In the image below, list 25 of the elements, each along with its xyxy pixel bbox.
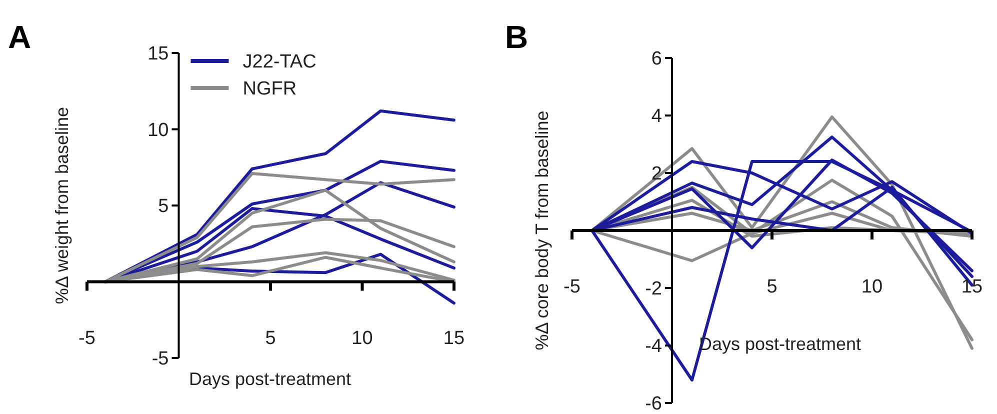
y-tick-label: 6 xyxy=(651,48,662,70)
chart-title: B xyxy=(505,19,528,55)
y-tick-label: -4 xyxy=(645,336,662,358)
y-tick-label: -5 xyxy=(152,348,169,370)
y-tick-label: 10 xyxy=(148,120,169,141)
legend-label: J22-TAC xyxy=(242,52,316,73)
y-axis-title: %Δ weight from baseline xyxy=(52,106,72,304)
x-tick-label: -5 xyxy=(78,328,96,349)
y-tick-label: -6 xyxy=(645,394,662,414)
y-tick-label: 4 xyxy=(651,106,662,128)
x-axis-title: Days post-treatment xyxy=(188,369,352,389)
y-axis-title: %Δ core body T from baseline xyxy=(532,110,552,350)
x-tick-label: 10 xyxy=(861,276,883,298)
x-tick-label: 5 xyxy=(766,276,778,298)
y-tick-label: 15 xyxy=(148,44,169,65)
y-tick-label: 2 xyxy=(651,164,662,185)
x-tick-label: 15 xyxy=(443,328,465,349)
chart-title: A xyxy=(8,19,32,55)
legend-label: NGFR xyxy=(242,78,297,100)
y-tick-label: -2 xyxy=(645,278,662,300)
x-tick-label: 10 xyxy=(352,328,373,349)
x-tick-label: 15 xyxy=(961,276,983,298)
x-tick-label: -5 xyxy=(564,276,580,298)
x-tick-label: 5 xyxy=(265,328,276,349)
y-tick-label: 5 xyxy=(158,196,169,218)
